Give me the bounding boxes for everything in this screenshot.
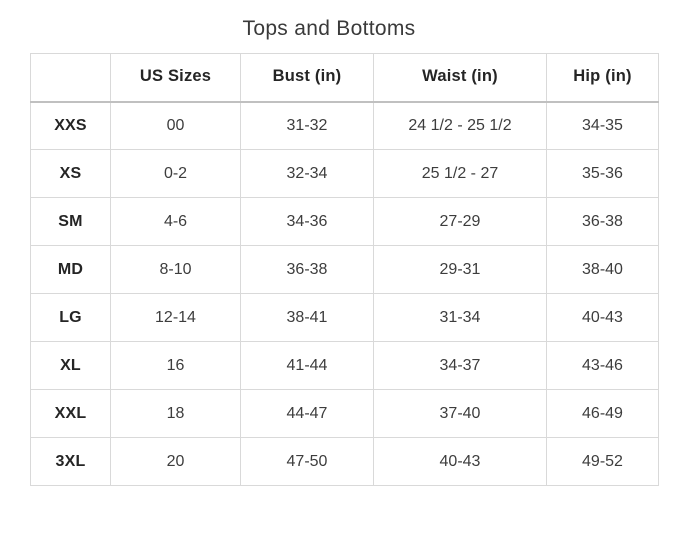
header-cell-hip: Hip (in): [546, 53, 659, 103]
hip-cell: 49-52: [546, 437, 659, 486]
us-size-cell: 8-10: [110, 245, 241, 294]
us-size-cell: 18: [110, 389, 241, 438]
bust-cell: 38-41: [240, 293, 374, 342]
bust-cell: 31-32: [240, 101, 374, 150]
us-size-cell: 0-2: [110, 149, 241, 198]
us-size-cell: 12-14: [110, 293, 241, 342]
waist-cell: 29-31: [373, 245, 547, 294]
hip-cell: 34-35: [546, 101, 659, 150]
size-label-cell: SM: [30, 197, 111, 246]
page-title: Tops and Bottoms: [242, 17, 416, 40]
us-size-cell: 00: [110, 101, 241, 150]
bust-cell: 36-38: [240, 245, 374, 294]
waist-cell: 34-37: [373, 341, 547, 390]
table-row: LG 12-14 38-41 31-34 40-43: [30, 293, 659, 342]
header-row: US Sizes Bust (in) Waist (in) Hip (in): [30, 53, 659, 103]
header-cell-bust: Bust (in): [240, 53, 374, 103]
us-size-cell: 4-6: [110, 197, 241, 246]
hip-cell: 40-43: [546, 293, 659, 342]
waist-cell: 27-29: [373, 197, 547, 246]
hip-cell: 36-38: [546, 197, 659, 246]
bust-cell: 44-47: [240, 389, 374, 438]
table-row: XXS 00 31-32 24 1/2 - 25 1/2 34-35: [30, 101, 659, 150]
size-label-cell: LG: [30, 293, 111, 342]
size-chart-header: US Sizes Bust (in) Waist (in) Hip (in): [30, 53, 659, 103]
size-label-cell: XL: [30, 341, 111, 390]
waist-cell: 40-43: [373, 437, 547, 486]
hip-cell: 46-49: [546, 389, 659, 438]
table-row: XS 0-2 32-34 25 1/2 - 27 35-36: [30, 149, 659, 198]
table-row: MD 8-10 36-38 29-31 38-40: [30, 245, 659, 294]
waist-cell: 24 1/2 - 25 1/2: [373, 101, 547, 150]
waist-cell: 25 1/2 - 27: [373, 149, 547, 198]
table-row: SM 4-6 34-36 27-29 36-38: [30, 197, 659, 246]
us-size-cell: 20: [110, 437, 241, 486]
waist-cell: 31-34: [373, 293, 547, 342]
bust-cell: 34-36: [240, 197, 374, 246]
hip-cell: 35-36: [546, 149, 659, 198]
size-label-cell: MD: [30, 245, 111, 294]
header-cell-size: [30, 53, 111, 103]
table-row: XXL 18 44-47 37-40 46-49: [30, 389, 659, 438]
bust-cell: 47-50: [240, 437, 374, 486]
size-chart-table: US Sizes Bust (in) Waist (in) Hip (in) X…: [30, 53, 659, 486]
size-label-cell: 3XL: [30, 437, 111, 486]
waist-cell: 37-40: [373, 389, 547, 438]
header-cell-us-sizes: US Sizes: [110, 53, 241, 103]
size-label-cell: XXL: [30, 389, 111, 438]
table-row: 3XL 20 47-50 40-43 49-52: [30, 437, 659, 486]
header-cell-waist: Waist (in): [373, 53, 547, 103]
bust-cell: 41-44: [240, 341, 374, 390]
bust-cell: 32-34: [240, 149, 374, 198]
size-label-cell: XXS: [30, 101, 111, 150]
us-size-cell: 16: [110, 341, 241, 390]
hip-cell: 43-46: [546, 341, 659, 390]
size-chart-body: XXS 00 31-32 24 1/2 - 25 1/2 34-35 XS 0-…: [30, 101, 659, 486]
hip-cell: 38-40: [546, 245, 659, 294]
table-row: XL 16 41-44 34-37 43-46: [30, 341, 659, 390]
size-label-cell: XS: [30, 149, 111, 198]
